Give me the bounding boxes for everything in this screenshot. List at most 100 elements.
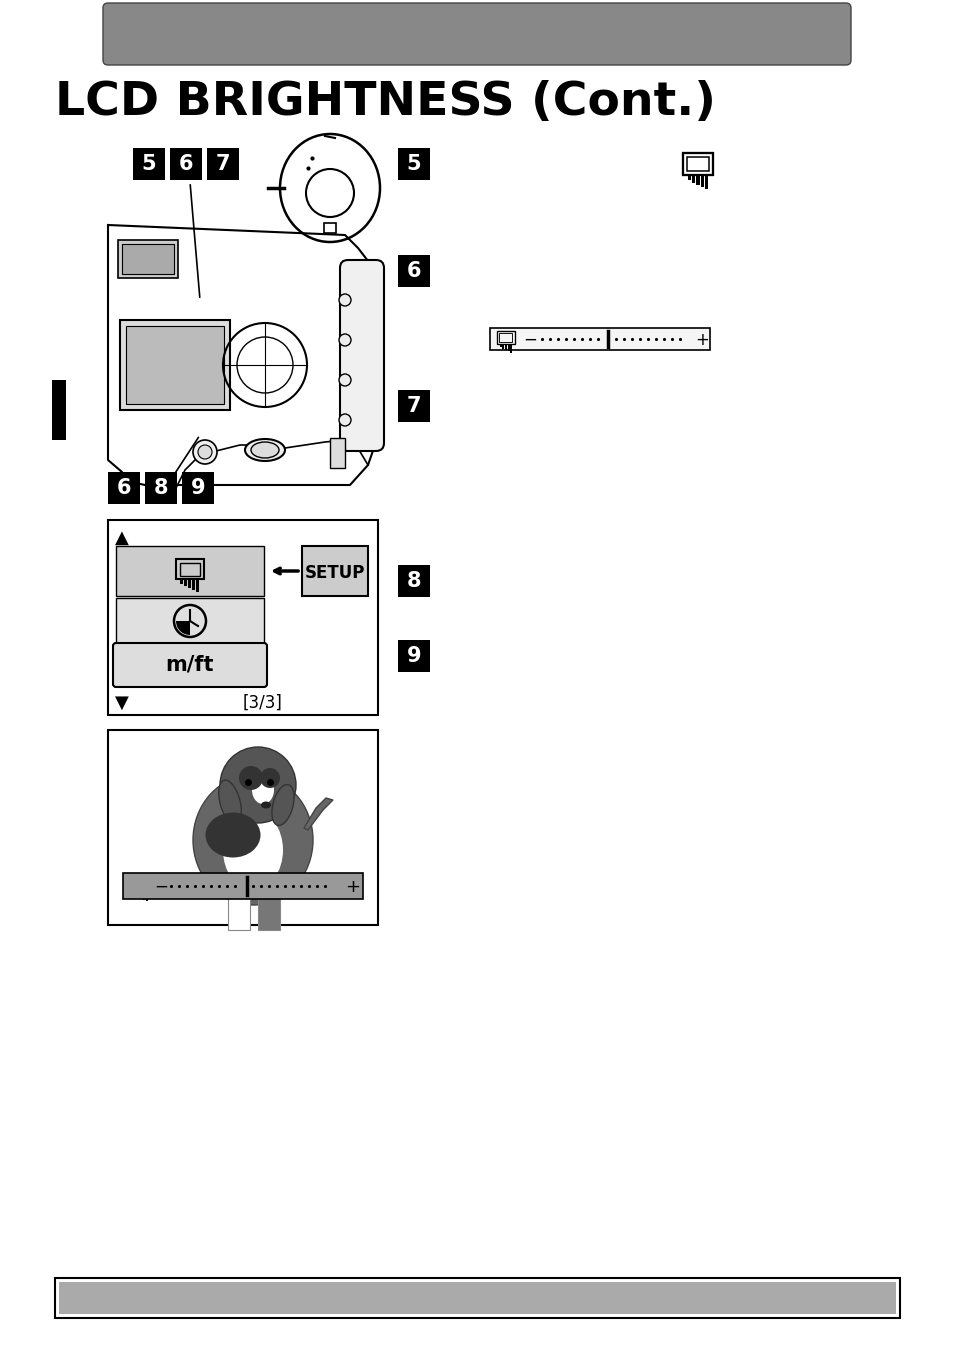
Polygon shape [304,798,333,830]
Bar [504,345,506,350]
Bar [397,565,430,598]
Bar [134,892,136,895]
Bar [132,148,165,180]
Bar [116,546,264,596]
Bar [499,345,501,347]
Bar [170,148,202,180]
Text: 8: 8 [406,571,421,591]
Ellipse shape [272,785,294,825]
Bar [180,580,183,584]
Text: m/ft: m/ft [166,656,214,674]
FancyBboxPatch shape [302,546,368,596]
Bar [182,472,213,503]
Text: +: + [345,878,360,896]
Text: 5: 5 [142,153,156,174]
FancyBboxPatch shape [103,3,850,65]
Ellipse shape [261,801,271,809]
Bar [704,176,708,188]
Text: 9: 9 [406,646,421,666]
Bar [189,580,192,588]
Bar [184,580,188,586]
Text: 5: 5 [406,153,421,174]
Bar [133,880,148,890]
Bar [687,176,690,180]
Wedge shape [175,621,190,635]
Circle shape [220,747,295,822]
Text: ▲: ▲ [115,529,129,546]
Bar [700,176,703,187]
Text: SETUP: SETUP [305,564,365,581]
Bar [196,580,199,592]
Bar [397,390,430,423]
Text: −: − [153,878,168,896]
Text: 9: 9 [191,478,205,498]
Bar [397,639,430,672]
Bar [108,730,377,925]
Bar [228,880,250,930]
Text: −: − [522,331,537,349]
Ellipse shape [245,439,285,460]
Bar [123,874,363,899]
Bar [143,892,145,899]
Circle shape [338,334,351,346]
Bar [140,892,142,898]
Bar [131,878,151,892]
Circle shape [338,415,351,425]
Bar [116,598,264,643]
Bar [499,334,512,342]
Circle shape [260,769,280,787]
Ellipse shape [251,441,278,458]
Circle shape [338,293,351,306]
Bar [691,176,695,183]
Bar [175,559,204,579]
Text: ▼: ▼ [115,695,129,712]
Ellipse shape [193,775,313,905]
Bar [490,328,709,350]
Bar [207,148,239,180]
Ellipse shape [223,810,283,890]
Bar [126,326,224,404]
Bar [180,563,200,576]
Text: 7: 7 [406,396,421,416]
Ellipse shape [252,777,274,804]
Text: LCD BRIGHTNESS (Cont.): LCD BRIGHTNESS (Cont.) [55,79,715,125]
Bar [120,320,230,411]
Bar [55,1277,899,1318]
Bar [118,240,178,279]
Ellipse shape [218,781,241,824]
Bar [257,880,280,930]
Circle shape [239,766,263,790]
Bar [330,437,345,468]
Bar [59,1281,895,1314]
Bar [397,148,430,180]
Bar [108,520,377,715]
Bar [137,892,139,896]
Circle shape [198,446,212,459]
Bar [507,345,509,351]
Bar [193,580,195,590]
Bar [145,472,177,503]
Bar [324,223,335,233]
Text: [3/3]: [3/3] [243,695,283,712]
Bar [397,254,430,287]
Circle shape [193,440,216,464]
Bar [52,380,66,440]
Bar [682,153,713,175]
Ellipse shape [205,813,260,857]
Text: 6: 6 [178,153,193,174]
Text: +: + [695,331,708,349]
FancyBboxPatch shape [339,260,384,451]
Text: 8: 8 [153,478,168,498]
Bar [146,892,148,900]
Text: 6: 6 [406,261,421,281]
Bar [497,331,515,345]
Text: 6: 6 [116,478,132,498]
Bar [502,345,504,349]
Text: 7: 7 [215,153,230,174]
FancyBboxPatch shape [112,643,267,686]
Circle shape [338,374,351,386]
Bar [122,244,173,275]
Bar [510,345,512,353]
Bar [686,156,708,171]
Bar [108,472,140,503]
